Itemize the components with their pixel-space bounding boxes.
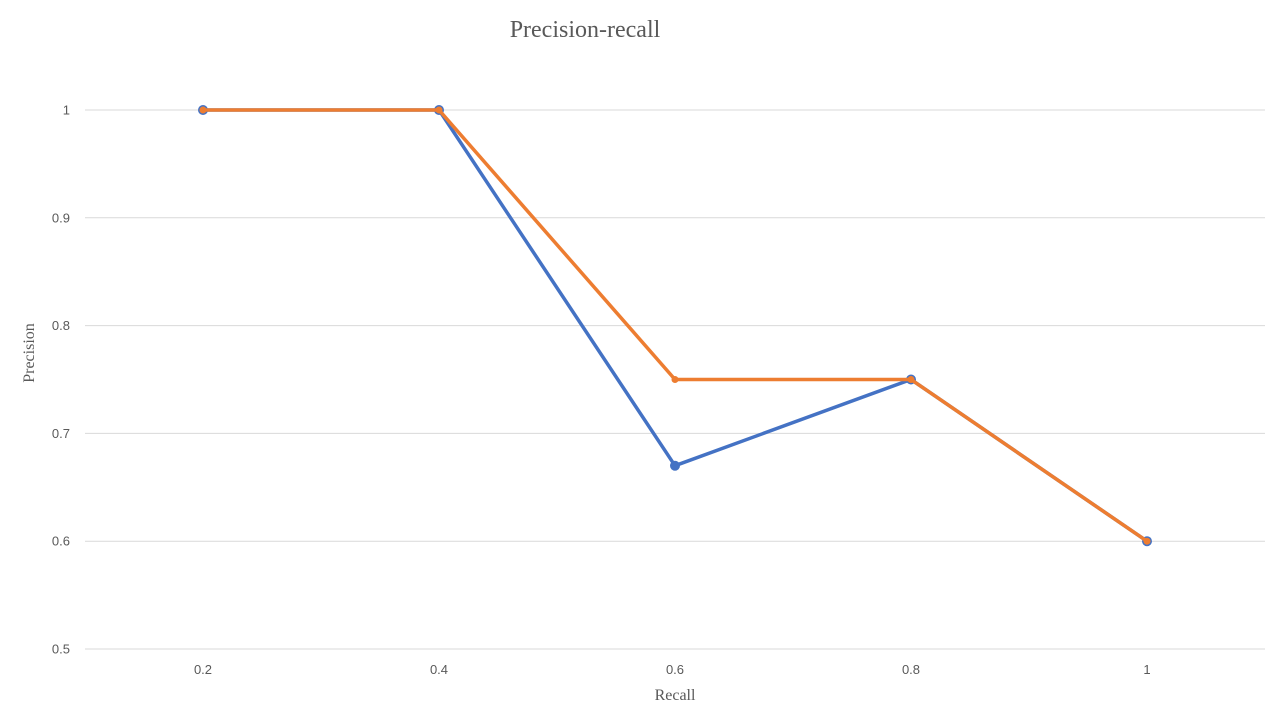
x-axis-tick-labels: 0.2 0.4 0.6 0.8 1 [194, 662, 1151, 677]
series-2-point [1143, 537, 1151, 545]
x-tick-label: 0.8 [902, 662, 920, 677]
series-2-point [907, 376, 915, 383]
x-tick-label: 0.4 [430, 662, 448, 677]
series-1-point [670, 460, 680, 471]
y-axis-tick-labels: 0.5 0.6 0.7 0.8 0.9 1 [52, 103, 70, 657]
series-2-point [435, 106, 443, 114]
y-axis-title: Precision [21, 323, 38, 383]
y-tick-label: 0.6 [52, 534, 70, 549]
y-tick-label: 0.7 [52, 426, 70, 441]
chart-title: Precision-recall [510, 17, 661, 43]
x-tick-label: 1 [1143, 662, 1150, 677]
x-tick-label: 0.2 [194, 662, 212, 677]
series-group [198, 105, 1152, 547]
y-tick-label: 0.9 [52, 210, 70, 225]
series-2 [199, 106, 1151, 545]
y-tick-label: 1 [63, 103, 70, 118]
y-tick-label: 0.5 [52, 642, 70, 657]
x-tick-label: 0.6 [666, 662, 684, 677]
series-2-point [199, 106, 207, 114]
y-tick-label: 0.8 [52, 318, 70, 333]
x-axis-title: Recall [655, 687, 696, 704]
series-2-point [671, 376, 679, 383]
